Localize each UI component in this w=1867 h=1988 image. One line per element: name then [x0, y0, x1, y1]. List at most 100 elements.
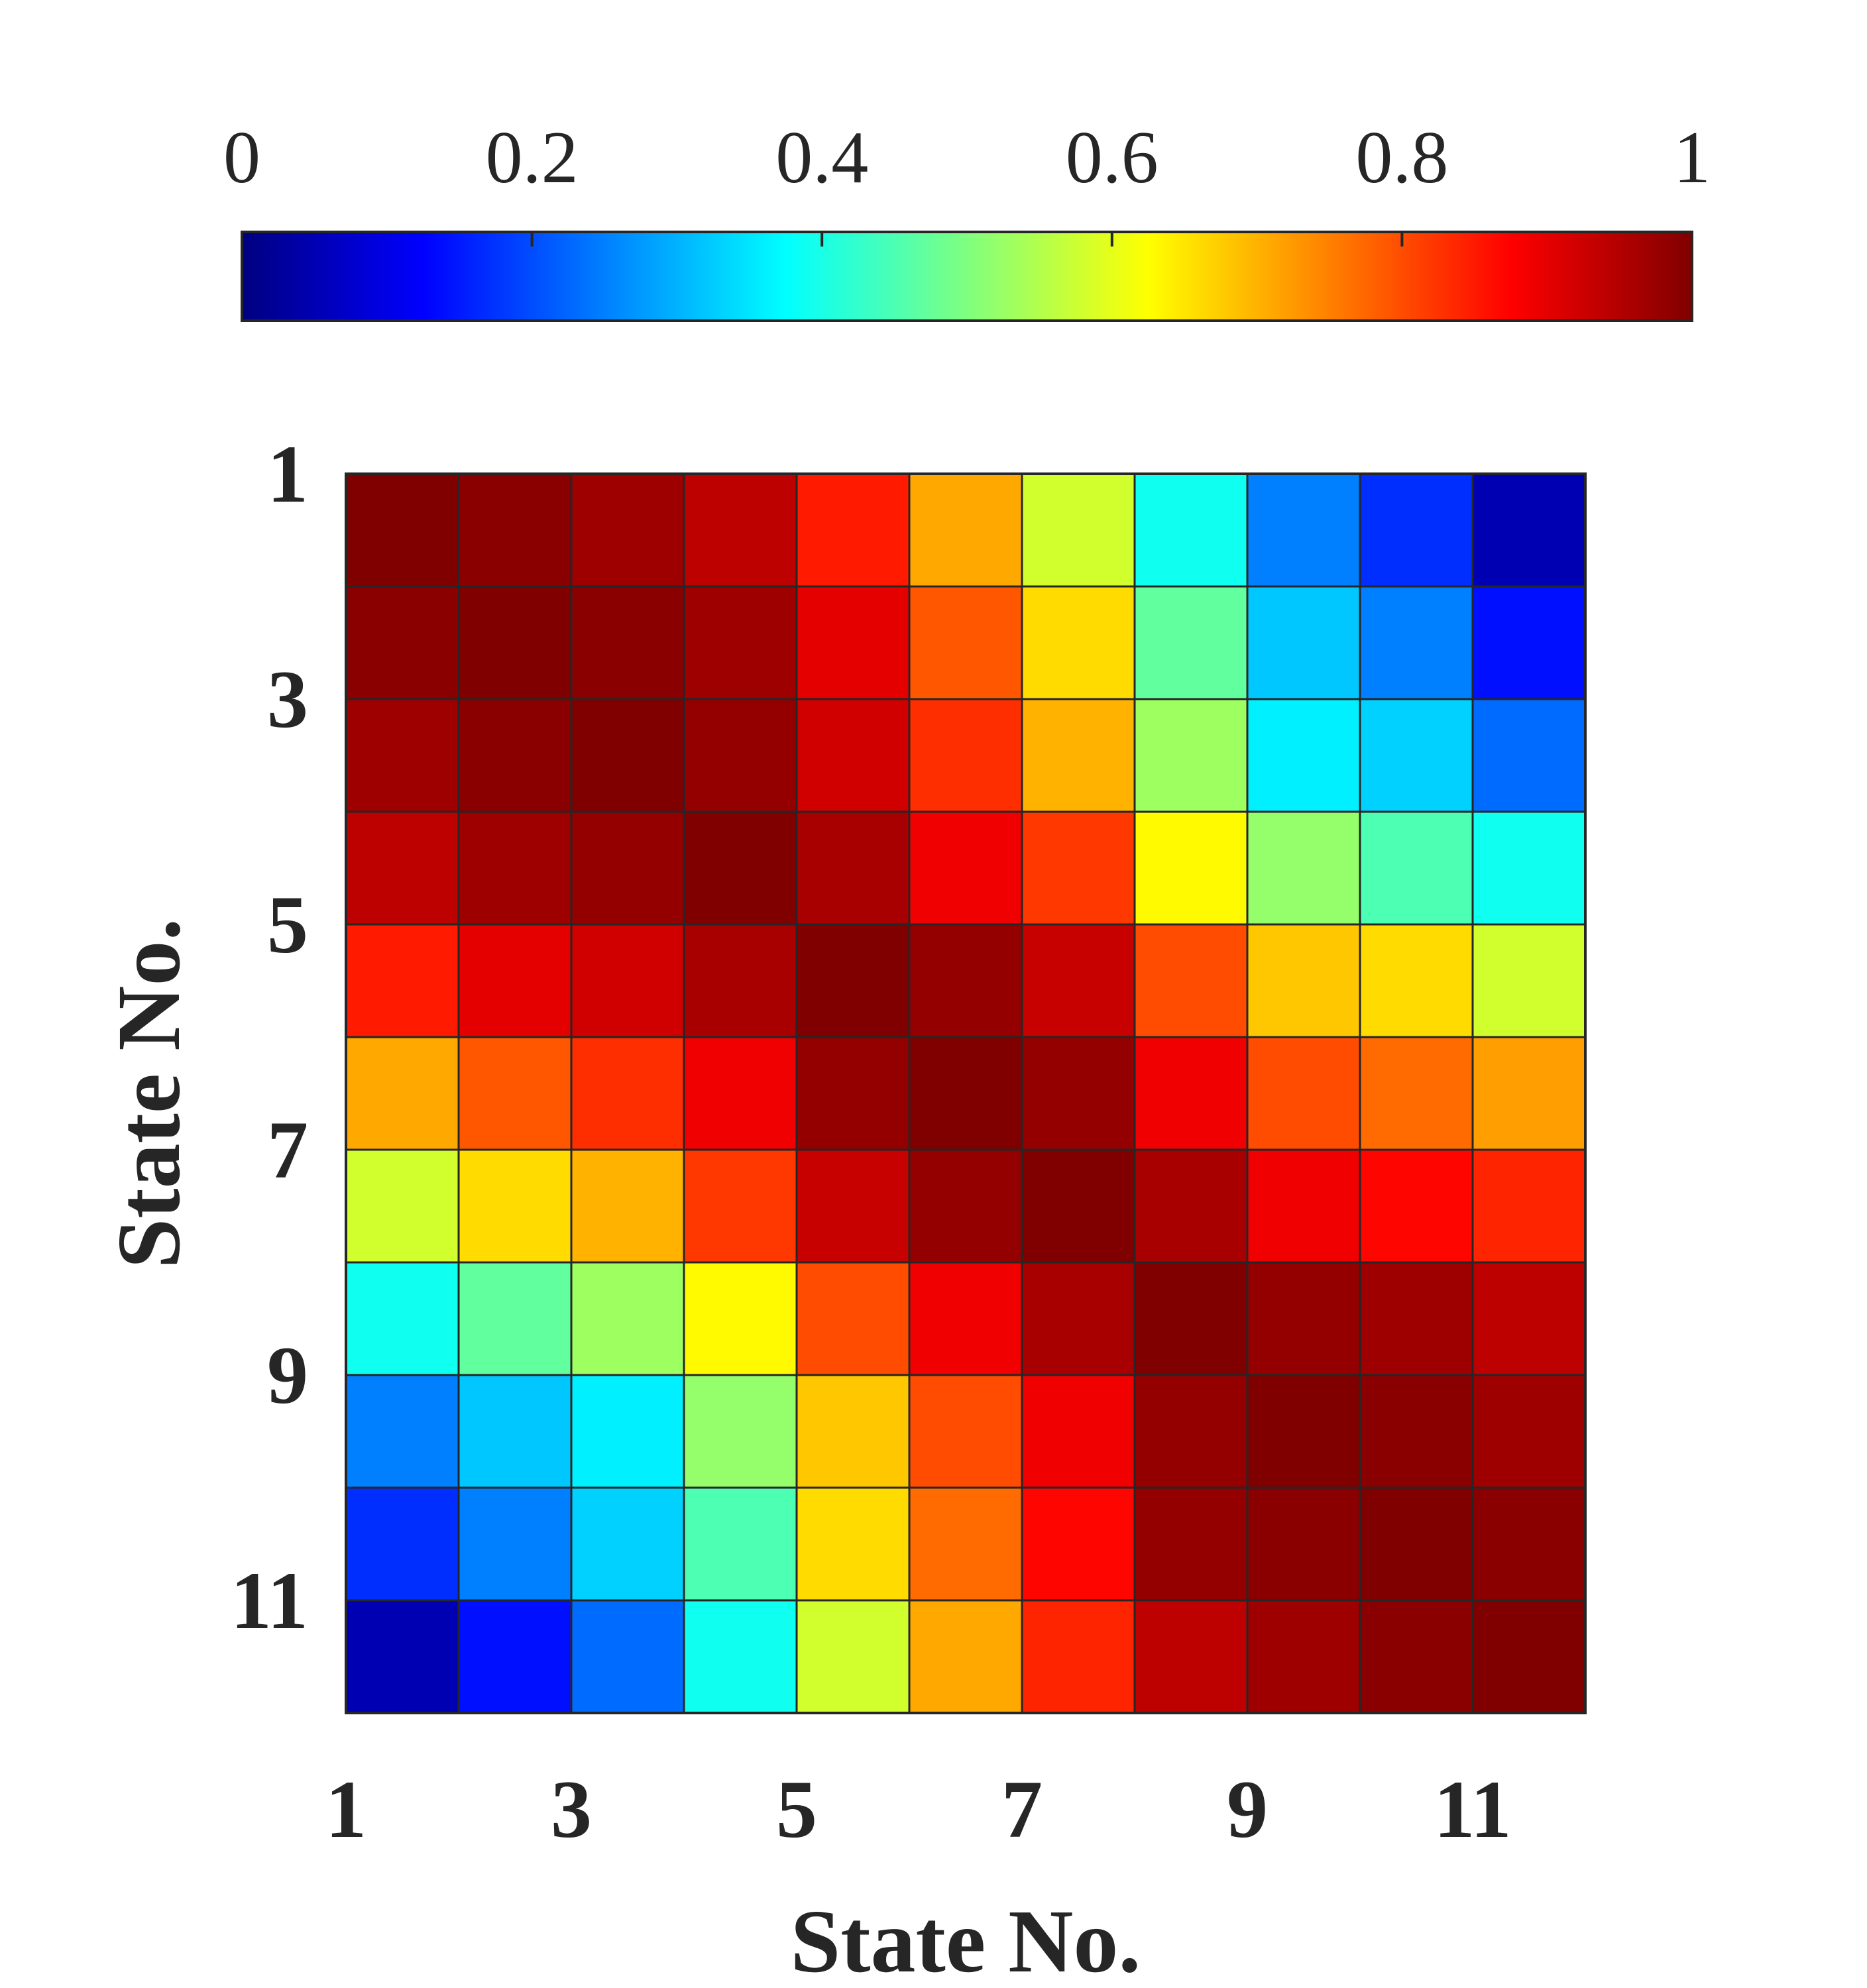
- heatmap-cell: [1133, 1261, 1249, 1376]
- heatmap-cell: [1359, 472, 1474, 588]
- x-tick-label: 7: [1001, 1764, 1043, 1855]
- heatmap-cell: [1359, 923, 1474, 1038]
- heatmap-cell: [570, 1599, 685, 1714]
- heatmap-cell: [570, 1036, 685, 1151]
- heatmap-cell: [1359, 1148, 1474, 1264]
- heatmap-cell: [683, 1036, 798, 1151]
- heatmap-cell: [795, 1261, 911, 1376]
- heatmap-cell: [1021, 1599, 1136, 1714]
- heatmap-cell: [1133, 472, 1249, 588]
- heatmap-cell: [457, 1599, 573, 1714]
- y-tick-label: 5: [267, 879, 308, 970]
- heatmap-cell: [457, 1261, 573, 1376]
- colorbar-fill: [241, 231, 1693, 322]
- heatmap-cell: [1359, 1486, 1474, 1602]
- heatmap-cell: [1471, 1599, 1587, 1714]
- heatmap-cell: [1359, 810, 1474, 926]
- heatmap-cell: [795, 810, 911, 926]
- heatmap-cell: [1471, 1036, 1587, 1151]
- heatmap-cell: [1471, 585, 1587, 700]
- heatmap-cell: [457, 810, 573, 926]
- colorbar-tick-label: 0.2: [486, 117, 579, 199]
- colorbar-tick-label: 0: [223, 117, 260, 199]
- heatmap-cell: [1471, 1148, 1587, 1264]
- heatmap-cell: [795, 1148, 911, 1264]
- heatmap-cell: [457, 1148, 573, 1264]
- heatmap-cell: [795, 1374, 911, 1489]
- colorbar-tick-label: 0.4: [775, 117, 868, 199]
- heatmap-cell: [1359, 585, 1474, 700]
- colorbar: 0 0.2 0.4 0.6 0.8 1: [223, 117, 1711, 322]
- heatmap-cell: [1133, 1036, 1249, 1151]
- heatmap-cell: [1133, 1599, 1249, 1714]
- heatmap-cell: [1021, 810, 1136, 926]
- y-tick-label: 7: [267, 1105, 308, 1195]
- heatmap-cell: [1021, 1486, 1136, 1602]
- heatmap-cell: [1133, 810, 1249, 926]
- heatmap-cell: [795, 1486, 911, 1602]
- heatmap-cell: [345, 1374, 460, 1489]
- heatmap-cell: [1246, 1374, 1361, 1489]
- y-tick-label: 1: [267, 429, 308, 520]
- plot-frame: [345, 472, 1587, 1714]
- colorbar-tick-label: 0.6: [1066, 117, 1159, 199]
- heatmap-cell: [1021, 1148, 1136, 1264]
- heatmap-cell: [1471, 923, 1587, 1038]
- heatmap-cell: [1021, 1374, 1136, 1489]
- heatmap-cell: [683, 698, 798, 813]
- heatmap-cell: [1359, 1599, 1474, 1714]
- heatmap-cell: [570, 585, 685, 700]
- heatmap-cell: [683, 1374, 798, 1489]
- heatmap-cell: [1359, 1036, 1474, 1151]
- heatmap-cell: [683, 1261, 798, 1376]
- heatmap-cell: [683, 472, 798, 588]
- heatmap-cell: [1021, 698, 1136, 813]
- x-axis-label: State No.: [791, 1892, 1141, 1988]
- x-tick-label: 9: [1227, 1764, 1268, 1855]
- heatmap-cell: [457, 923, 573, 1038]
- heatmap-cell: [795, 585, 911, 700]
- heatmap-cell: [908, 810, 1023, 926]
- colorbar-tick-label: 0.8: [1355, 117, 1448, 199]
- heatmap-cell: [457, 472, 573, 588]
- heatmap-cell: [570, 1486, 685, 1602]
- heatmap-cell: [1133, 1148, 1249, 1264]
- heatmap-cell: [345, 1261, 460, 1376]
- heatmap-cell: [457, 585, 573, 700]
- heatmap-cell: [1471, 1486, 1587, 1602]
- heatmap-cell: [1471, 1374, 1587, 1489]
- heatmap-cell: [570, 1374, 685, 1489]
- x-tick-label: 5: [776, 1764, 817, 1855]
- heatmap-cell: [1246, 923, 1361, 1038]
- heatmap-cell: [1021, 923, 1136, 1038]
- heatmap-cell: [1133, 923, 1249, 1038]
- colorbar-tick-label: 1: [1673, 117, 1711, 199]
- heatmap-cells: [345, 472, 1587, 1714]
- heatmap-cell: [345, 698, 460, 813]
- heatmap-cell: [457, 1486, 573, 1602]
- heatmap-cell: [1246, 1486, 1361, 1602]
- heatmap-cell: [1021, 1261, 1136, 1376]
- x-tick-label: 3: [551, 1764, 592, 1855]
- heatmap-cell: [1246, 1261, 1361, 1376]
- heatmap-cell: [1133, 1486, 1249, 1602]
- heatmap-cell: [1471, 810, 1587, 926]
- heatmap-cell: [1246, 1599, 1361, 1714]
- heatmap-cell: [908, 1036, 1023, 1151]
- heatmap-cell: [1246, 1148, 1361, 1264]
- heatmap-cell: [1246, 810, 1361, 926]
- heatmap-cell: [345, 1599, 460, 1714]
- heatmap-cell: [683, 1148, 798, 1264]
- heatmap-cell: [683, 1599, 798, 1714]
- heatmap-cell: [908, 585, 1023, 700]
- heatmap-cell: [570, 1148, 685, 1264]
- heatmap-cell: [457, 1036, 573, 1151]
- heatmap-cell: [1471, 1261, 1587, 1376]
- heatmap-cell: [570, 698, 685, 813]
- y-axis-ticks: 1 3 5 7 9 11: [231, 429, 308, 1646]
- heatmap-cell: [345, 472, 460, 588]
- heatmap-cell: [795, 698, 911, 813]
- heatmap-cell: [345, 585, 460, 700]
- heatmap-cell: [345, 1486, 460, 1602]
